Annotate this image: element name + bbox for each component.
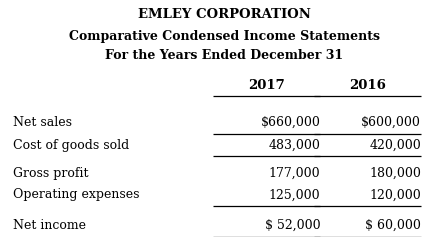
- Text: 2016: 2016: [349, 79, 386, 92]
- Text: Gross profit: Gross profit: [13, 167, 89, 180]
- Text: 483,000: 483,000: [268, 139, 320, 152]
- Text: 177,000: 177,000: [269, 167, 320, 180]
- Text: Comparative Condensed Income Statements: Comparative Condensed Income Statements: [69, 30, 379, 43]
- Text: $600,000: $600,000: [361, 116, 421, 129]
- Text: For the Years Ended December 31: For the Years Ended December 31: [105, 49, 343, 62]
- Text: Net sales: Net sales: [13, 116, 73, 129]
- Text: 180,000: 180,000: [369, 167, 421, 180]
- Text: 420,000: 420,000: [369, 139, 421, 152]
- Text: $ 60,000: $ 60,000: [365, 219, 421, 232]
- Text: Net income: Net income: [13, 219, 86, 232]
- Text: Cost of goods sold: Cost of goods sold: [13, 139, 129, 152]
- Text: EMLEY CORPORATION: EMLEY CORPORATION: [138, 8, 310, 21]
- Text: 2017: 2017: [248, 79, 285, 92]
- Text: 120,000: 120,000: [369, 188, 421, 201]
- Text: $ 52,000: $ 52,000: [265, 219, 320, 232]
- Text: 125,000: 125,000: [269, 188, 320, 201]
- Text: $660,000: $660,000: [260, 116, 320, 129]
- Text: Operating expenses: Operating expenses: [13, 188, 140, 201]
